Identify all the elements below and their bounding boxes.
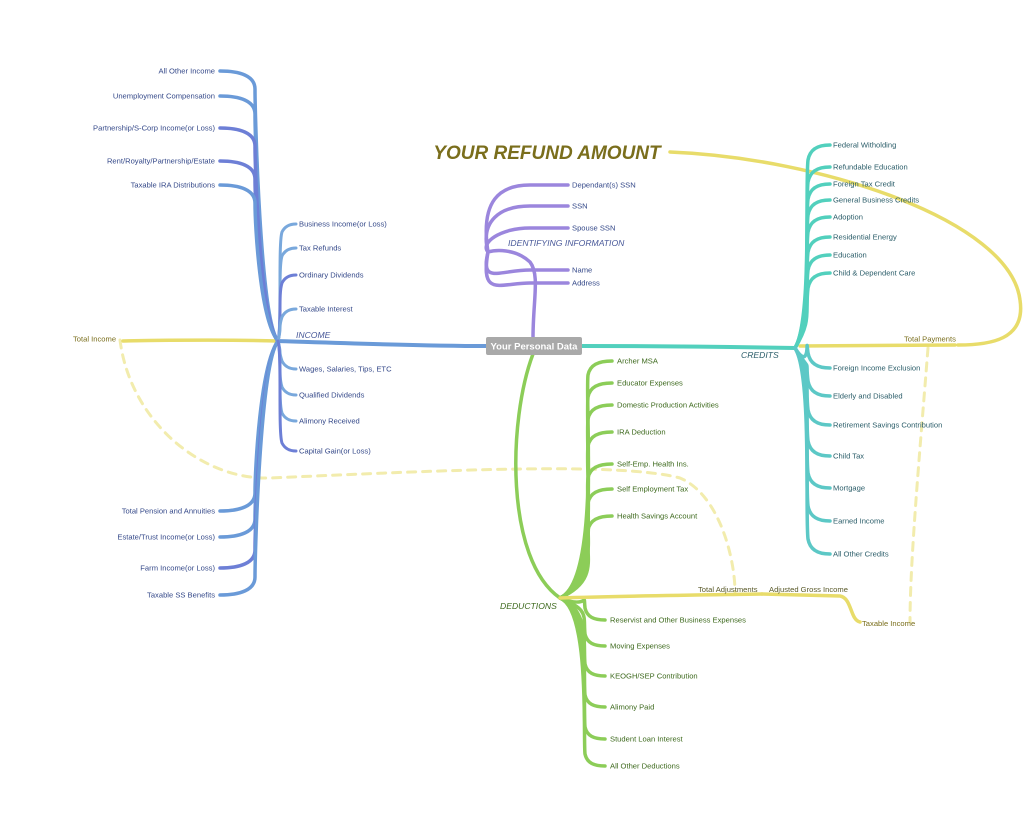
node-moving-expenses[interactable]: Moving Expenses — [610, 642, 670, 651]
node-reservist-and-other-business-expenses[interactable]: Reservist and Other Business Expenses — [610, 616, 746, 625]
node-mortgage[interactable]: Mortgage — [833, 484, 865, 493]
credits-upper-edge-2 — [793, 182, 832, 350]
credits-upper-edge-1 — [793, 165, 832, 350]
income-lower-edge-3 — [218, 339, 280, 597]
node-ordinary-dividends[interactable]: Ordinary Dividends — [299, 271, 364, 280]
payments-dashed-link — [908, 346, 930, 624]
deductions-upper-edge-3 — [558, 430, 614, 600]
refund-amount-title[interactable]: YOUR REFUND AMOUNT — [433, 143, 662, 164]
node-child-dependent-care[interactable]: Child & Dependent Care — [833, 269, 915, 278]
node-education[interactable]: Education — [833, 251, 867, 260]
total-adjustments-edge — [558, 592, 764, 600]
node-alimony-paid[interactable]: Alimony Paid — [610, 703, 654, 712]
node-keogh-sep-contribution[interactable]: KEOGH/SEP Contribution — [610, 672, 698, 681]
credits-lower-edge-5 — [793, 346, 832, 523]
node-estate-trust-income-or-loss[interactable]: Estate/Trust Income(or Loss) — [117, 533, 215, 542]
node-dependant-s-ssn[interactable]: Dependant(s) SSN — [572, 181, 636, 190]
node-alimony-received[interactable]: Alimony Received — [299, 417, 360, 426]
identifying-edge-3 — [484, 250, 570, 276]
income-upper-edge-0 — [218, 69, 280, 343]
total-payments-edge — [798, 343, 957, 348]
deductions-lower-edge-5 — [558, 596, 607, 768]
node-all-other-credits[interactable]: All Other Credits — [833, 550, 889, 559]
labels-layer: All Other Income Unemployment Compensatio… — [73, 67, 956, 771]
node-taxable-interest[interactable]: Taxable Interest — [299, 305, 353, 314]
edges-layer — [118, 69, 1023, 768]
node-ira-deduction[interactable]: IRA Deduction — [617, 428, 666, 437]
node-taxable-ss-benefits[interactable]: Taxable SS Benefits — [147, 591, 215, 600]
deductions-main-edge — [514, 352, 562, 600]
credits-branch-label[interactable]: CREDITS — [741, 350, 779, 360]
node-ssn[interactable]: SSN — [572, 202, 588, 211]
income-inner-edge-3 — [276, 307, 298, 343]
node-capital-gain-or-loss[interactable]: Capital Gain(or Loss) — [299, 447, 371, 456]
total-adjustments-label[interactable]: Total Adjustments — [698, 585, 758, 594]
identifying-edge-2 — [484, 226, 570, 254]
node-general-business-credits[interactable]: General Business Credits — [833, 196, 919, 205]
income-branch-label[interactable]: INCOME — [296, 330, 331, 340]
node-farm-income-or-loss[interactable]: Farm Income(or Loss) — [140, 564, 215, 573]
income-main-edge — [276, 339, 488, 348]
center-node-label[interactable]: Your Personal Data — [491, 342, 579, 353]
refund-title-link — [668, 150, 1023, 347]
node-earned-income[interactable]: Earned Income — [833, 517, 885, 526]
income-upper-edge-4 — [218, 183, 280, 343]
node-tax-refunds[interactable]: Tax Refunds — [299, 244, 341, 253]
node-archer-msa[interactable]: Archer MSA — [617, 357, 659, 366]
node-unemployment-compensation[interactable]: Unemployment Compensation — [113, 92, 215, 101]
node-all-other-income[interactable]: All Other Income — [158, 67, 215, 76]
total-income-label[interactable]: Total Income — [73, 335, 116, 344]
credits-lower-edge-6 — [793, 346, 832, 556]
node-rent-royalty-partnership-estate[interactable]: Rent/Royalty/Partnership/Estate — [107, 157, 215, 166]
identifying-main-edge — [486, 248, 538, 340]
adjusted-gross-income-label[interactable]: Adjusted Gross Income — [769, 585, 848, 594]
deductions-branch-label[interactable]: DEDUCTIONS — [500, 601, 557, 611]
identifying-edge-4 — [484, 250, 570, 288]
node-all-other-deductions[interactable]: All Other Deductions — [610, 762, 680, 771]
deductions-upper-edge-4 — [558, 462, 614, 600]
deductions-upper-edge-6 — [558, 514, 614, 600]
center-node-box — [486, 337, 582, 355]
node-foreign-tax-credit[interactable]: Foreign Tax Credit — [833, 180, 896, 189]
credits-main-edge — [580, 344, 797, 350]
node-name[interactable]: Name — [572, 266, 592, 275]
taxable-income-label[interactable]: Taxable Income — [862, 619, 915, 628]
node-retirement-savings-contribution[interactable]: Retirement Savings Contribution — [833, 421, 942, 430]
credits-upper-edge-6 — [793, 253, 832, 350]
credits-upper-edge-7 — [793, 271, 832, 350]
node-residential-energy[interactable]: Residential Energy — [833, 233, 897, 242]
node-partnership-s-corp-income-or-loss[interactable]: Partnership/S-Corp Income(or Loss) — [93, 124, 215, 133]
node-business-income-or-loss[interactable]: Business Income(or Loss) — [299, 220, 387, 229]
total-income-edge — [121, 338, 280, 343]
node-taxable-ira-distributions[interactable]: Taxable IRA Distributions — [131, 181, 216, 190]
deductions-lower-edge-0 — [558, 596, 607, 622]
node-address[interactable]: Address — [572, 279, 600, 288]
node-student-loan-interest[interactable]: Student Loan Interest — [610, 735, 684, 744]
node-foreign-income-exclusion[interactable]: Foreign Income Exclusion — [833, 364, 920, 373]
node-total-pension-and-annuities[interactable]: Total Pension and Annuities — [122, 507, 216, 516]
node-child-tax[interactable]: Child Tax — [833, 452, 864, 461]
node-elderly-and-disabled[interactable]: Elderly and Disabled — [833, 392, 903, 401]
node-wages-salaries-tips-etc[interactable]: Wages, Salaries, Tips, ETC — [299, 365, 392, 374]
node-educator-expenses[interactable]: Educator Expenses — [617, 379, 683, 388]
node-federal-witholding[interactable]: Federal Witholding — [833, 141, 896, 150]
node-refundable-education[interactable]: Refundable Education — [833, 163, 908, 172]
income-upper-edge-3 — [218, 159, 280, 343]
total-payments-label[interactable]: Total Payments — [904, 335, 956, 344]
income-dashed-link — [118, 338, 737, 594]
identifying-branch-label[interactable]: IDENTIFYING INFORMATION — [508, 238, 625, 248]
node-health-savings-account[interactable]: Health Savings Account — [617, 512, 698, 521]
node-self-employment-tax[interactable]: Self Employment Tax — [617, 485, 688, 494]
credits-lower-edge-0 — [793, 343, 832, 370]
node-qualified-dividends[interactable]: Qualified Dividends — [299, 391, 365, 400]
node-domestic-production-activities[interactable]: Domestic Production Activities — [617, 401, 719, 410]
income-inner-edge-7 — [276, 339, 298, 453]
node-adoption[interactable]: Adoption — [833, 213, 863, 222]
node-spouse-ssn[interactable]: Spouse SSN — [572, 224, 615, 233]
center-node[interactable] — [486, 337, 582, 355]
adjusted-gross-income-edge — [760, 592, 862, 624]
deductions-upper-edge-5 — [558, 487, 614, 600]
node-self-emp-health-ins[interactable]: Self-Emp. Health Ins. — [617, 460, 689, 469]
